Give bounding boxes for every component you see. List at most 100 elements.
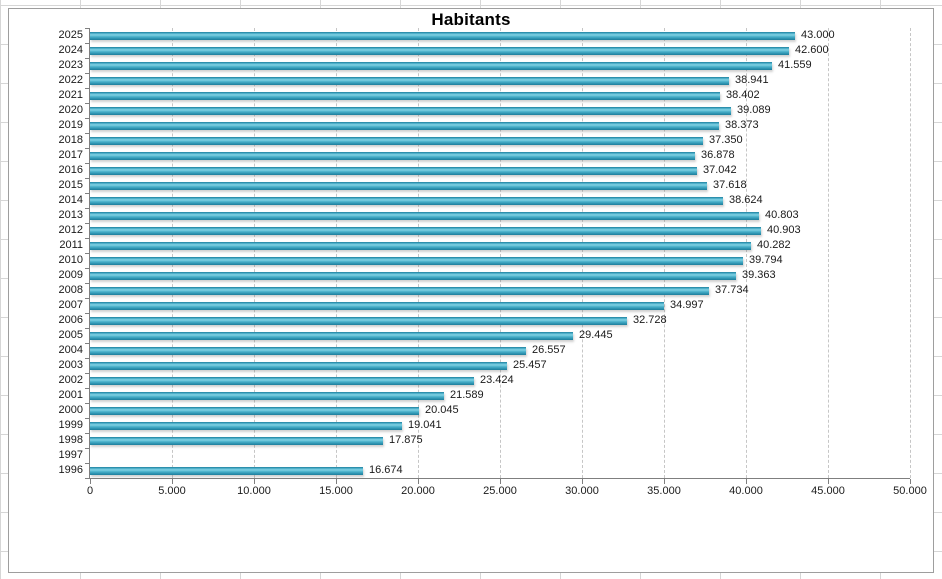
y-axis-tick-mark — [85, 478, 89, 479]
y-axis-tick-mark — [85, 268, 89, 269]
y-axis-label: 2012 — [58, 224, 83, 236]
y-axis-tick-mark — [85, 328, 89, 329]
bar[interactable] — [90, 316, 627, 325]
y-axis-label: 2018 — [58, 134, 83, 146]
bar-value-label: 40.282 — [757, 239, 791, 251]
x-axis-tick-mark — [910, 479, 911, 484]
y-axis-tick-mark — [85, 88, 89, 89]
bar[interactable] — [90, 46, 789, 55]
y-axis-label: 2005 — [58, 329, 83, 341]
chart-title: Habitants — [431, 10, 511, 29]
bar[interactable] — [90, 436, 383, 445]
bar[interactable] — [90, 181, 707, 190]
bar[interactable] — [90, 241, 751, 250]
bar[interactable] — [90, 76, 729, 85]
x-axis-tick-mark — [418, 479, 419, 484]
y-axis-label: 2016 — [58, 164, 83, 176]
y-axis-label: 2011 — [59, 239, 83, 251]
y-axis-label: 1996 — [58, 464, 83, 476]
bar-value-label: 42.600 — [795, 44, 829, 56]
bar[interactable] — [90, 91, 720, 100]
y-axis-tick-mark — [85, 148, 89, 149]
x-axis-labels: 0 5.000 10.000 15.000 20.000 25.000 30.000 35.0… — [87, 485, 927, 501]
y-axis-label: 1999 — [58, 419, 83, 431]
bar[interactable] — [90, 166, 697, 175]
bar[interactable] — [90, 61, 772, 70]
y-axis-tick-mark — [85, 43, 89, 44]
y-axis-label: 2019 — [58, 119, 83, 131]
y-axis-tick-mark — [85, 433, 89, 434]
vertical-gridline — [336, 28, 337, 478]
bar[interactable] — [90, 151, 695, 160]
chart[interactable]: Habitants 2025 2024 2023 2022 2021 2020 2019 20… — [8, 8, 934, 573]
bar[interactable] — [90, 406, 419, 415]
y-axis-label: 2010 — [58, 254, 83, 266]
y-axis-tick-mark — [85, 403, 89, 404]
y-axis-tick-mark — [85, 238, 89, 239]
y-axis-label: 2009 — [58, 269, 83, 281]
bar[interactable] — [90, 211, 759, 220]
x-axis-tick-label: 5.000 — [158, 485, 186, 497]
bar[interactable] — [90, 121, 719, 130]
y-axis-tick-mark — [85, 448, 89, 449]
vertical-gridline — [172, 28, 173, 478]
bar[interactable] — [90, 286, 709, 295]
x-axis-tick-label: 10.000 — [237, 485, 271, 497]
bar-value-label: 25.457 — [513, 359, 547, 371]
bar-value-label: 39.089 — [737, 104, 771, 116]
bar[interactable] — [90, 271, 736, 280]
bar[interactable] — [90, 466, 363, 475]
vertical-gridline — [746, 28, 747, 478]
bar[interactable] — [90, 31, 795, 40]
bar-value-label: 17.875 — [389, 434, 423, 446]
bar-value-label: 29.445 — [579, 329, 613, 341]
y-axis-tick-mark — [85, 133, 89, 134]
x-axis-tick-mark — [172, 479, 173, 484]
y-axis-label: 2007 — [58, 299, 83, 311]
y-axis-label: 2021 — [58, 89, 83, 101]
y-axis-label: 2004 — [58, 344, 83, 356]
vertical-gridline — [254, 28, 255, 478]
bar[interactable] — [90, 331, 573, 340]
y-axis-tick-mark — [85, 313, 89, 314]
bar[interactable] — [90, 421, 402, 430]
x-axis-tick-label: 45.000 — [811, 485, 845, 497]
bar-value-label: 37.350 — [709, 134, 743, 146]
bar-value-label: 38.624 — [729, 194, 763, 206]
y-axis-tick-mark — [85, 118, 89, 119]
x-axis-tick-label: 0 — [86, 485, 94, 497]
x-axis-tick-label: 20.000 — [401, 485, 435, 497]
bar-value-label: 43.000 — [801, 29, 835, 41]
bar[interactable] — [90, 346, 526, 355]
y-axis-label: 2022 — [58, 74, 83, 86]
bar[interactable] — [90, 106, 731, 115]
y-axis-label: 2001 — [58, 389, 83, 401]
y-axis-tick-mark — [85, 358, 89, 359]
y-axis-tick-mark — [85, 163, 89, 164]
bar[interactable] — [90, 136, 703, 145]
bar[interactable] — [90, 391, 444, 400]
x-axis-tick-mark — [664, 479, 665, 484]
bar-value-label: 38.373 — [725, 119, 759, 131]
y-axis-tick-mark — [85, 178, 89, 179]
bar[interactable] — [90, 301, 664, 310]
bar-value-label: 41.559 — [778, 59, 812, 71]
x-axis-tick-mark — [90, 479, 91, 484]
vertical-gridline — [582, 28, 583, 478]
y-axis-tick-mark — [85, 193, 89, 194]
y-axis-tick-mark — [85, 418, 89, 419]
y-axis-label: 2020 — [58, 104, 83, 116]
y-axis-tick-mark — [85, 463, 89, 464]
bar[interactable] — [90, 226, 761, 235]
x-axis-tick-mark — [828, 479, 829, 484]
y-axis-tick-mark — [85, 373, 89, 374]
y-axis-label: 2003 — [58, 359, 83, 371]
y-axis-line — [89, 28, 90, 479]
bar[interactable] — [90, 376, 474, 385]
bar[interactable] — [90, 361, 507, 370]
bar[interactable] — [90, 256, 743, 265]
y-axis-label: 1997 — [58, 449, 83, 461]
bar[interactable] — [90, 196, 723, 205]
y-axis-tick-mark — [85, 223, 89, 224]
